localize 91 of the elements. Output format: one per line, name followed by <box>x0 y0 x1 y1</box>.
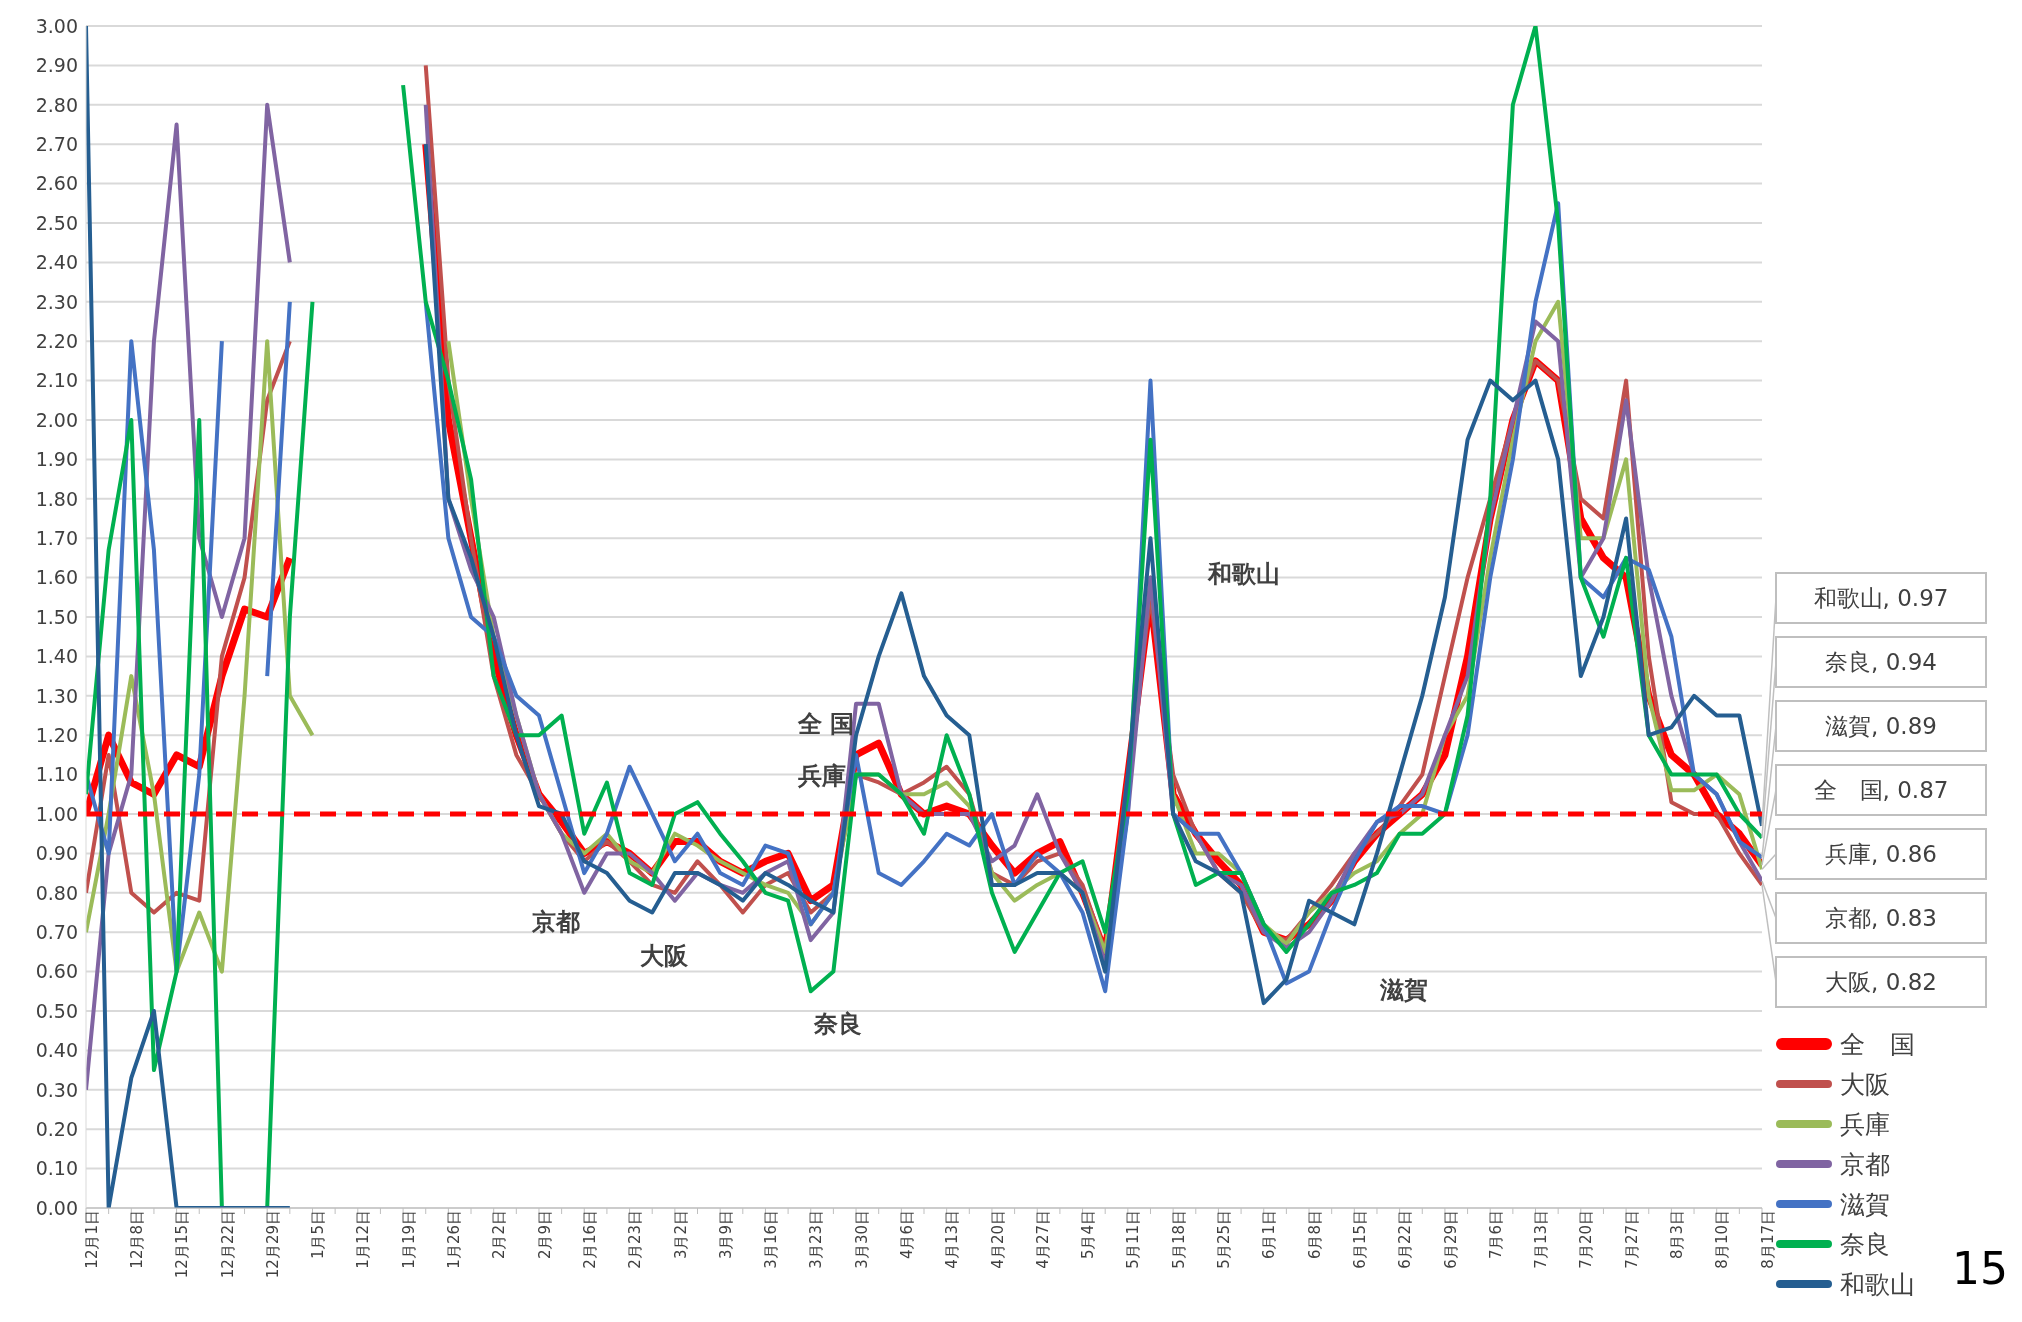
text: 兵庫, 0.86 <box>1825 841 1937 867</box>
x-tick-label: 2月2日 <box>490 1210 509 1260</box>
x-tick-label: 8月17日 <box>1758 1210 1777 1269</box>
annotation: 滋賀 <box>1380 975 1428 1006</box>
x-tick-label: 12月29日 <box>263 1210 282 1279</box>
y-tick-label: 2.90 <box>35 54 78 77</box>
text: 和歌山, 0.97 <box>1813 585 1949 611</box>
annotation: 京都 <box>532 907 580 938</box>
annotation: 全 国 <box>798 709 855 740</box>
x-tick-label: 8月3日 <box>1668 1210 1687 1260</box>
x-tick-label: 8月10日 <box>1713 1210 1732 1269</box>
annotation: 奈良 <box>814 1009 862 1040</box>
y-tick-label: 1.70 <box>35 526 78 549</box>
legend-label: 兵庫 <box>1840 1108 1890 1141</box>
y-tick-label: 2.00 <box>35 408 78 431</box>
y-tick-label: 2.30 <box>35 290 78 313</box>
x-tick-label: 2月23日 <box>626 1210 645 1269</box>
x-tick-label: 12月22日 <box>218 1210 237 1279</box>
text: 全 国, 0.87 <box>1813 777 1949 803</box>
x-tick-label: 7月13日 <box>1532 1210 1551 1269</box>
y-tick-label: 3.00 <box>35 14 78 37</box>
x-tick-label: 3月30日 <box>852 1210 871 1269</box>
y-tick-label: 1.60 <box>35 566 78 589</box>
y-tick-label: 1.80 <box>35 487 78 510</box>
x-tick-label: 7月27日 <box>1622 1210 1641 1269</box>
y-tick-label: 0.00 <box>35 1196 78 1219</box>
legend-label: 大阪 <box>1840 1068 1890 1101</box>
x-tick-label: 2月9日 <box>535 1210 554 1260</box>
text: 15 <box>1952 1243 2008 1294</box>
y-tick-label: 0.70 <box>35 920 78 943</box>
x-tick-label: 12月1日 <box>82 1210 101 1269</box>
x-tick-label: 6月1日 <box>1260 1210 1279 1260</box>
y-tick-label: 2.70 <box>35 132 78 155</box>
y-tick-label: 1.40 <box>35 645 78 668</box>
x-tick-label: 6月15日 <box>1350 1210 1369 1269</box>
legend-label: 京都 <box>1840 1148 1890 1181</box>
x-tick-label: 4月6日 <box>898 1210 916 1260</box>
x-tick-label: 12月15日 <box>173 1210 192 1279</box>
x-tick-label: 1月12日 <box>354 1210 373 1269</box>
y-tick-label: 0.20 <box>35 1117 78 1140</box>
y-tick-label: 2.10 <box>35 369 78 392</box>
x-tick-label: 5月18日 <box>1169 1210 1188 1269</box>
y-tick-label: 1.10 <box>35 763 78 786</box>
x-tick-label: 6月29日 <box>1441 1210 1460 1269</box>
y-tick-label: 1.20 <box>35 723 78 746</box>
y-tick-label: 0.80 <box>35 881 78 904</box>
x-tick-label: 4月27日 <box>1033 1210 1052 1269</box>
y-tick-label: 2.20 <box>35 329 78 352</box>
x-tick-label: 5月25日 <box>1215 1210 1234 1269</box>
text: 大阪, 0.82 <box>1825 969 1937 995</box>
x-tick-label: 3月2日 <box>671 1210 690 1260</box>
y-tick-label: 0.40 <box>35 1039 78 1062</box>
x-tick-label: 4月13日 <box>943 1210 962 1269</box>
x-tick-label: 3月16日 <box>762 1210 781 1269</box>
x-tick-label: 5月11日 <box>1124 1210 1143 1269</box>
x-tick-label: 5月4日 <box>1079 1210 1098 1260</box>
y-tick-label: 2.60 <box>35 172 78 195</box>
x-tick-label: 12月8日 <box>127 1210 146 1269</box>
y-tick-label: 0.30 <box>35 1078 78 1101</box>
y-tick-label: 1.50 <box>35 605 78 628</box>
x-tick-label: 4月20日 <box>988 1210 1007 1269</box>
y-tick-label: 0.60 <box>35 960 78 983</box>
x-tick-label: 1月26日 <box>445 1210 464 1269</box>
legend-label: 滋賀 <box>1840 1188 1890 1221</box>
y-tick-label: 0.10 <box>35 1157 78 1180</box>
y-tick-label: 1.00 <box>35 802 78 825</box>
x-tick-label: 6月8日 <box>1305 1210 1324 1260</box>
x-tick-label: 3月9日 <box>716 1210 735 1260</box>
y-tick-label: 2.80 <box>35 93 78 116</box>
x-tick-label: 6月22日 <box>1396 1210 1415 1269</box>
annotation: 兵庫 <box>798 761 846 792</box>
legend-label: 全 国 <box>1840 1028 1915 1061</box>
x-tick-label: 1月5日 <box>309 1210 328 1260</box>
text: 奈良, 0.94 <box>1825 649 1937 675</box>
annotation: 和歌山 <box>1208 559 1280 590</box>
x-tick-label: 7月6日 <box>1486 1210 1505 1260</box>
y-tick-label: 0.50 <box>35 999 78 1022</box>
x-tick-label: 2月16日 <box>580 1210 599 1269</box>
y-tick-label: 2.50 <box>35 211 78 234</box>
annotation: 大阪 <box>640 941 688 972</box>
x-tick-label: 1月19日 <box>399 1210 418 1269</box>
y-tick-label: 1.30 <box>35 684 78 707</box>
legend-label: 和歌山 <box>1840 1268 1915 1301</box>
y-tick-label: 0.90 <box>35 842 78 865</box>
y-tick-label: 1.90 <box>35 448 78 471</box>
x-tick-label: 7月20日 <box>1577 1210 1596 1269</box>
text: 京都, 0.83 <box>1825 905 1937 931</box>
text: 滋賀, 0.89 <box>1825 713 1937 739</box>
y-tick-label: 2.40 <box>35 251 78 274</box>
legend-label: 奈良 <box>1840 1228 1890 1261</box>
x-tick-label: 3月23日 <box>807 1210 826 1269</box>
